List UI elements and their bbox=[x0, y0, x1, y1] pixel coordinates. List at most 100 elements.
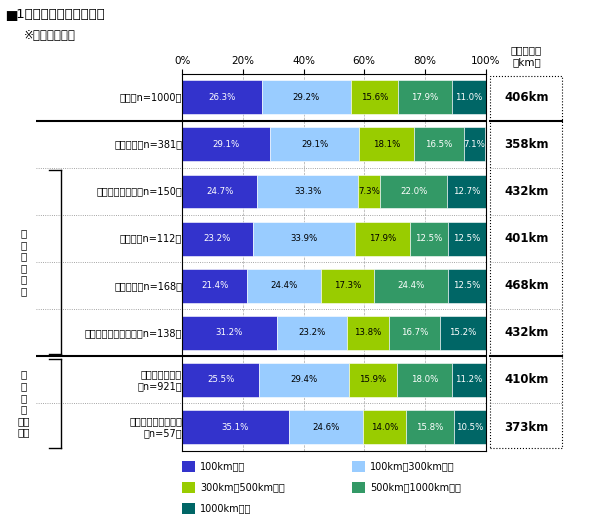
Text: 13.8%: 13.8% bbox=[354, 328, 382, 337]
Bar bbox=[414, 128, 464, 161]
Bar bbox=[447, 174, 486, 209]
Text: ハイブリッド自動車
「n=57」: ハイブリッド自動車 「n=57」 bbox=[129, 416, 182, 438]
Text: 加重平均値
（km）: 加重平均値 （km） bbox=[511, 45, 542, 67]
Text: 23.2%: 23.2% bbox=[203, 234, 231, 243]
Text: 29.1%: 29.1% bbox=[212, 140, 240, 149]
Text: （
エ
ン
ジ
ン）
燃料: （ エ ン ジ ン） 燃料 bbox=[18, 369, 30, 437]
Text: 432km: 432km bbox=[504, 185, 549, 198]
Text: ▆1ヵ月あたりの走行距離: ▆1ヵ月あたりの走行距離 bbox=[6, 8, 105, 21]
Bar bbox=[257, 174, 358, 209]
FancyBboxPatch shape bbox=[490, 76, 562, 448]
Text: 16.5%: 16.5% bbox=[425, 140, 452, 149]
Text: 468km: 468km bbox=[504, 279, 549, 292]
Text: 全体「n=1000」: 全体「n=1000」 bbox=[120, 92, 182, 102]
Text: セダン「n=112」: セダン「n=112」 bbox=[120, 233, 182, 243]
Text: 24.6%: 24.6% bbox=[312, 423, 340, 432]
Bar bbox=[182, 174, 257, 209]
Text: ステーションワゴン「n=138」: ステーションワゴン「n=138」 bbox=[85, 328, 182, 338]
Bar bbox=[389, 316, 439, 350]
Bar bbox=[356, 222, 410, 256]
Text: 406km: 406km bbox=[504, 91, 549, 104]
Text: 25.5%: 25.5% bbox=[207, 375, 234, 384]
Bar bbox=[247, 269, 321, 302]
Bar bbox=[321, 269, 373, 302]
Bar bbox=[182, 363, 260, 397]
Bar bbox=[262, 81, 351, 114]
Bar bbox=[448, 222, 486, 256]
Text: 432km: 432km bbox=[504, 326, 549, 339]
Bar bbox=[398, 81, 452, 114]
Text: 100km～300km未満: 100km～300km未満 bbox=[370, 462, 455, 471]
Bar bbox=[405, 410, 453, 444]
Text: ボ
デ
ィ
タ
イ
プ: ボ デ ィ タ イ プ bbox=[21, 228, 27, 296]
Text: 23.2%: 23.2% bbox=[298, 328, 326, 337]
Text: ミニバン「n=168」: ミニバン「n=168」 bbox=[114, 281, 182, 291]
Text: 15.6%: 15.6% bbox=[361, 93, 388, 102]
Text: 14.0%: 14.0% bbox=[371, 423, 398, 432]
Text: 500km～1000km未満: 500km～1000km未満 bbox=[370, 483, 461, 492]
Text: 7.1%: 7.1% bbox=[464, 140, 486, 149]
Bar bbox=[348, 363, 397, 397]
Text: 21.4%: 21.4% bbox=[201, 281, 228, 290]
Bar bbox=[182, 128, 271, 161]
Text: 12.5%: 12.5% bbox=[453, 281, 480, 290]
Bar bbox=[289, 410, 363, 444]
Bar bbox=[464, 128, 486, 161]
Text: 12.7%: 12.7% bbox=[453, 187, 480, 196]
Text: 17.9%: 17.9% bbox=[412, 93, 439, 102]
Text: 10.5%: 10.5% bbox=[456, 423, 483, 432]
Bar bbox=[253, 222, 356, 256]
Text: 33.3%: 33.3% bbox=[294, 187, 321, 196]
Text: 15.2%: 15.2% bbox=[449, 328, 476, 337]
Bar bbox=[452, 81, 486, 114]
Bar bbox=[182, 222, 253, 256]
Bar bbox=[363, 410, 405, 444]
Bar bbox=[351, 81, 398, 114]
Bar bbox=[271, 128, 359, 161]
Text: 17.3%: 17.3% bbox=[334, 281, 361, 290]
Bar bbox=[410, 222, 448, 256]
Text: 24.4%: 24.4% bbox=[397, 281, 424, 290]
Text: 12.5%: 12.5% bbox=[415, 234, 443, 243]
Text: 29.1%: 29.1% bbox=[301, 140, 328, 149]
Text: 31.2%: 31.2% bbox=[215, 328, 243, 337]
Text: ※単一回答形式: ※単一回答形式 bbox=[24, 29, 76, 42]
Bar bbox=[182, 410, 289, 444]
Text: 300km～500km未満: 300km～500km未満 bbox=[200, 483, 285, 492]
Text: 16.7%: 16.7% bbox=[401, 328, 428, 337]
Text: 29.4%: 29.4% bbox=[291, 375, 317, 384]
Text: 22.0%: 22.0% bbox=[400, 187, 427, 196]
Bar bbox=[440, 316, 486, 350]
Text: 11.2%: 11.2% bbox=[455, 375, 483, 384]
Bar bbox=[374, 269, 448, 302]
Bar bbox=[182, 81, 262, 114]
Text: 軽自動車「n=381」: 軽自動車「n=381」 bbox=[114, 140, 182, 150]
Text: 18.1%: 18.1% bbox=[373, 140, 400, 149]
Bar bbox=[277, 316, 347, 350]
Text: 17.9%: 17.9% bbox=[369, 234, 396, 243]
Text: 15.9%: 15.9% bbox=[359, 375, 387, 384]
Text: 26.3%: 26.3% bbox=[208, 93, 236, 102]
Text: コンパクトカー「n=150」: コンパクトカー「n=150」 bbox=[97, 187, 182, 197]
Text: 373km: 373km bbox=[504, 421, 549, 434]
Text: 15.8%: 15.8% bbox=[416, 423, 444, 432]
Bar bbox=[359, 128, 414, 161]
Text: 410km: 410km bbox=[504, 374, 549, 386]
Text: 100km未満: 100km未満 bbox=[200, 462, 246, 471]
Bar bbox=[380, 174, 447, 209]
Bar bbox=[453, 410, 486, 444]
Bar bbox=[452, 363, 486, 397]
Bar bbox=[182, 269, 247, 302]
Bar bbox=[358, 174, 380, 209]
Bar bbox=[260, 363, 348, 397]
Bar bbox=[448, 269, 486, 302]
Text: 33.9%: 33.9% bbox=[290, 234, 317, 243]
Bar bbox=[347, 316, 389, 350]
Text: 24.7%: 24.7% bbox=[206, 187, 233, 196]
Text: 7.3%: 7.3% bbox=[358, 187, 380, 196]
Text: 18.0%: 18.0% bbox=[410, 375, 438, 384]
Text: 12.5%: 12.5% bbox=[453, 234, 480, 243]
Text: 1000km以上: 1000km以上 bbox=[200, 504, 252, 513]
Text: ガソリン自動車
「n=921」: ガソリン自動車 「n=921」 bbox=[137, 369, 182, 391]
Text: 401km: 401km bbox=[504, 232, 549, 245]
